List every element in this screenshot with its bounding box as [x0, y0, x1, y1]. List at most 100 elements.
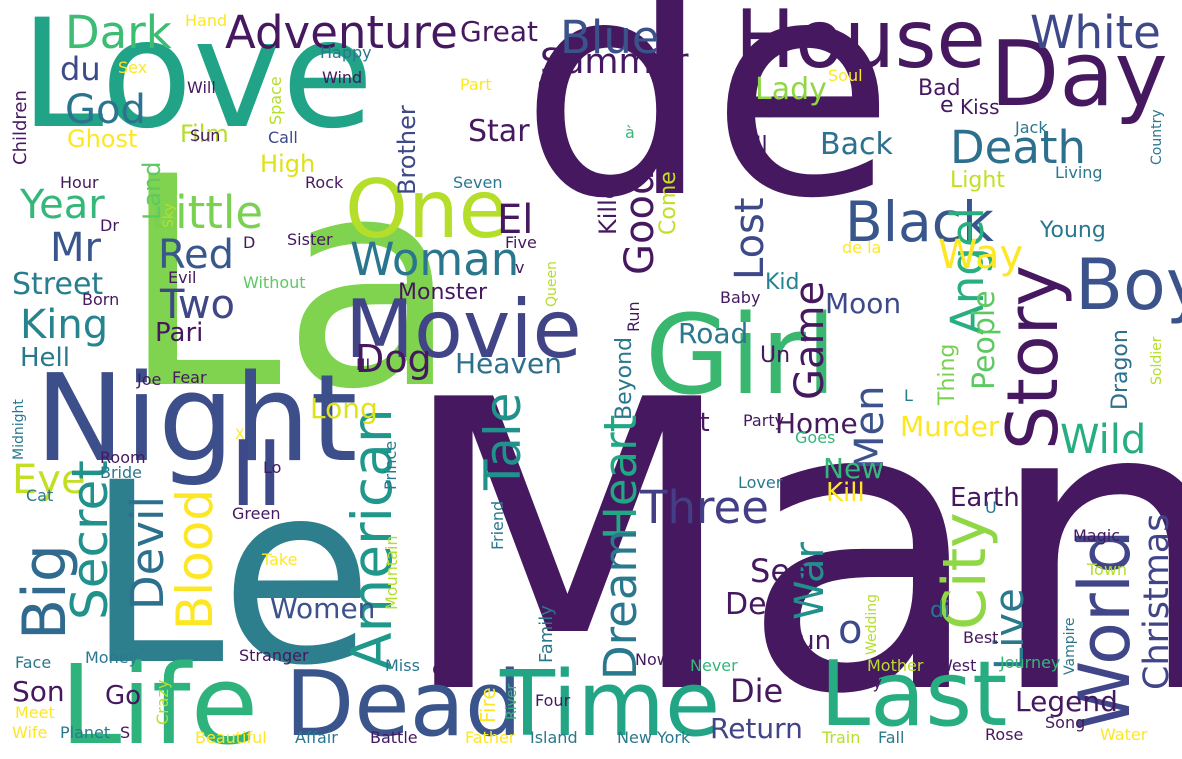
- cloud-word: Night: [35, 350, 358, 489]
- cloud-word: Crime: [1103, 464, 1151, 483]
- cloud-word: Little: [150, 186, 264, 239]
- cloud-word: West: [937, 656, 977, 675]
- cloud-word: Living: [1055, 163, 1103, 182]
- cloud-word: Der: [725, 587, 779, 622]
- cloud-word: Kiss: [960, 95, 1000, 119]
- cloud-word: Le: [85, 429, 374, 720]
- cloud-word: Best: [963, 628, 999, 647]
- cloud-word: Two: [160, 282, 235, 328]
- cloud-word: God: [65, 87, 146, 133]
- cloud-word: en: [432, 656, 457, 680]
- cloud-word: Prince: [381, 440, 400, 490]
- cloud-word: Song: [1045, 713, 1086, 732]
- cloud-word: Face: [15, 653, 52, 672]
- cloud-word: Space: [266, 76, 285, 125]
- cloud-word: Stranger: [239, 646, 309, 665]
- cloud-word: Lost: [727, 197, 773, 280]
- cloud-word: King: [20, 302, 109, 348]
- cloud-word: Mother: [867, 656, 924, 675]
- cloud-word: Family: [536, 605, 557, 663]
- cloud-word: Queen: [544, 261, 560, 307]
- cloud-word: X: [235, 427, 245, 443]
- cloud-word: Bad: [918, 76, 961, 101]
- cloud-word: Lover: [738, 473, 783, 492]
- cloud-word: Time: [500, 652, 721, 757]
- cloud-word: Mountain: [382, 535, 401, 610]
- cloud-word: Death: [950, 121, 1087, 174]
- cloud-word: Come: [656, 171, 681, 235]
- cloud-word: Never: [690, 656, 738, 675]
- cloud-word: Party: [743, 411, 785, 430]
- cloud-word: Secret: [61, 460, 119, 620]
- cloud-word: Man: [395, 317, 1182, 759]
- cloud-word: o: [838, 607, 863, 653]
- cloud-word: à: [625, 123, 635, 142]
- cloud-word: Monster: [398, 280, 488, 305]
- cloud-word: D: [243, 233, 256, 252]
- cloud-word: Happy: [320, 43, 372, 62]
- cloud-word: Light: [950, 168, 1005, 193]
- cloud-word: Dog: [355, 337, 432, 381]
- cloud-word: U: [985, 498, 997, 517]
- cloud-word: II: [230, 422, 284, 527]
- cloud-word: High: [260, 150, 316, 178]
- cloud-word: Friend: [488, 500, 507, 550]
- cloud-word: Take: [262, 550, 298, 569]
- cloud-word: Life: [60, 641, 259, 759]
- cloud-word: Earth: [950, 483, 1020, 513]
- cloud-word: Girl: [645, 291, 837, 419]
- cloud-word: Hand: [185, 11, 228, 30]
- cloud-word: Money: [85, 648, 139, 667]
- cloud-word: Without: [243, 273, 306, 292]
- cloud-word: Blue: [560, 11, 660, 64]
- cloud-word: Young: [1040, 218, 1106, 243]
- cloud-word: Jack: [1015, 118, 1048, 137]
- cloud-word: Go: [105, 681, 142, 711]
- cloud-word: Dead: [285, 652, 522, 757]
- cloud-word: Long: [310, 392, 378, 425]
- cloud-word: Da: [433, 638, 458, 659]
- cloud-word: Brother: [393, 105, 421, 195]
- cloud-word: Planet: [60, 723, 111, 742]
- cloud-word: Children: [10, 90, 31, 165]
- cloud-word: Legend: [1015, 685, 1118, 718]
- cloud-word: Red: [158, 232, 234, 278]
- cloud-word: River: [504, 683, 520, 720]
- cloud-word: Lo: [263, 458, 282, 477]
- cloud-word: Rock: [305, 173, 344, 192]
- cloud-word: Thing: [935, 343, 960, 405]
- cloud-word: et: [1150, 479, 1165, 495]
- cloud-word: Will: [187, 78, 216, 97]
- cloud-word: Murder: [900, 410, 1000, 443]
- cloud-word: Cat: [26, 486, 54, 505]
- cloud-word: Kill: [826, 478, 865, 508]
- cloud-word: Wind: [322, 68, 363, 87]
- cloud-word: Devil: [121, 496, 174, 610]
- cloud-word: Ghost: [67, 125, 138, 153]
- cloud-word: Goes: [795, 428, 836, 447]
- cloud-word: Killer: [594, 174, 622, 235]
- cloud-word: Magic: [1073, 526, 1121, 545]
- cloud-word: Sky: [161, 203, 177, 228]
- cloud-word: Beyond: [612, 336, 637, 420]
- cloud-word: Boy: [1075, 244, 1182, 326]
- cloud-word: First: [655, 408, 710, 438]
- cloud-word: de: [520, 0, 895, 264]
- cloud-word: Way: [938, 232, 1024, 278]
- cloud-word: Tale: [474, 392, 532, 490]
- cloud-word: Film: [180, 120, 229, 148]
- cloud-word: New York: [617, 728, 691, 747]
- cloud-word: Story: [992, 265, 1074, 450]
- cloud-word: People: [967, 290, 1002, 390]
- cloud-word: Journey: [1000, 653, 1061, 672]
- cloud-word: e: [940, 93, 954, 118]
- cloud-word: Adventure: [225, 6, 458, 59]
- cloud-word: Four: [535, 691, 571, 710]
- cloud-word: Sea: [750, 552, 810, 590]
- cloud-word: Fear: [172, 368, 207, 387]
- cloud-word: Affair: [295, 728, 338, 747]
- cloud-word: Return: [710, 712, 803, 745]
- cloud-word: Kid: [765, 270, 800, 295]
- cloud-word: El: [497, 197, 534, 243]
- cloud-word: Meet: [15, 703, 55, 722]
